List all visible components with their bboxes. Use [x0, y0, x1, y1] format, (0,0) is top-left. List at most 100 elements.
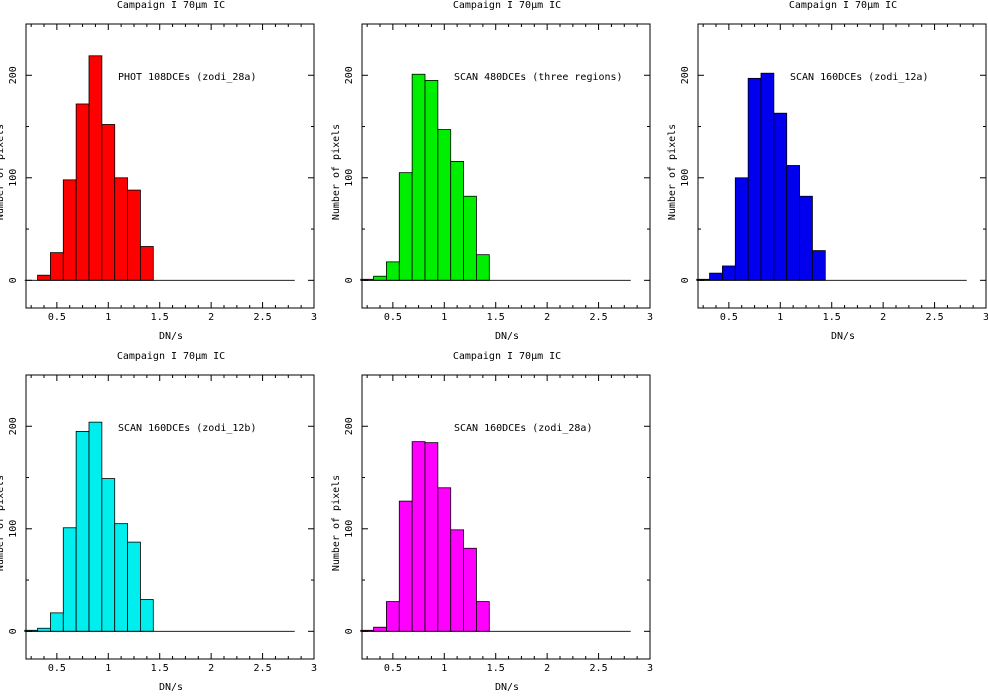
histogram-plot-3: Campaign I 70μm IC 0.5 1 1.5 2 2.5 3 0 100 200 DN/… — [667, 0, 988, 342]
plot-frame — [361, 23, 651, 309]
histogram-bar — [722, 265, 736, 281]
histogram-bar — [75, 103, 90, 281]
x-tick-label: 3 — [647, 663, 653, 674]
x-tick-label: 0.5 — [48, 312, 66, 323]
plot-frame — [361, 374, 651, 660]
histogram-bar — [773, 112, 788, 281]
y-tick-label: 100 — [8, 169, 19, 187]
histogram-bar — [88, 55, 103, 281]
x-tick-label: 3 — [311, 312, 317, 323]
y-tick-label: 200 — [344, 66, 355, 84]
x-tick-label: 3 — [983, 312, 988, 323]
histogram-bar — [127, 189, 141, 281]
chart-title: Campaign I 70μm IC — [117, 351, 225, 362]
histogram-plot-2: Campaign I 70μm IC 0.5 1 1.5 2 2.5 3 0 100 200 DN/… — [331, 0, 653, 342]
y-tick-label: 200 — [8, 417, 19, 435]
x-tick-label: 2.5 — [254, 663, 272, 674]
x-tick-label: 2 — [880, 312, 886, 323]
x-axis-label: DN/s — [831, 331, 855, 342]
histogram-bar — [437, 129, 452, 281]
x-tick-label: 1.5 — [487, 312, 505, 323]
histogram-bar — [62, 527, 77, 632]
x-axis-label: DN/s — [159, 331, 183, 342]
histogram-bar — [786, 165, 800, 281]
histogram-plot-1: Campaign I 70μm IC 0.5 1 1.5 2 2.5 3 0 100 200 DN/… — [0, 0, 317, 342]
x-tick-label: 2 — [208, 663, 214, 674]
chart-title: Campaign I 70μm IC — [453, 0, 561, 11]
histogram-bar — [747, 77, 762, 281]
chart-annotation: SCAN 160DCEs (zodi_12a) — [790, 72, 928, 83]
x-tick-label: 2.5 — [926, 312, 944, 323]
x-tick-label: 2 — [544, 312, 550, 323]
x-tick-label: 0.5 — [48, 663, 66, 674]
histogram-bar — [463, 195, 477, 281]
chart-annotation: SCAN 480DCEs (three regions) — [454, 72, 623, 83]
y-tick-label: 0 — [344, 277, 355, 283]
chart-title: Campaign I 70μm IC — [453, 351, 561, 362]
histogram-bar — [114, 177, 128, 281]
x-tick-label: 0.5 — [720, 312, 738, 323]
chart-annotation: SCAN 160DCEs (zodi_28a) — [454, 423, 592, 434]
histogram-bar — [463, 547, 477, 632]
x-tick-label: 1 — [441, 663, 447, 674]
y-axis-label: Number of pixels — [0, 475, 6, 571]
x-tick-label: 0.5 — [384, 312, 402, 323]
histogram-bar — [114, 523, 128, 632]
x-tick-label: 0.5 — [384, 663, 402, 674]
y-axis-label: Number of pixels — [667, 124, 678, 220]
y-tick-label: 200 — [8, 66, 19, 84]
histogram-bar — [398, 172, 413, 281]
y-tick-label: 100 — [344, 520, 355, 538]
histogram-bar — [62, 179, 77, 281]
histogram-panel-5: Campaign I 70μm IC 0.5 1 1.5 2 2.5 3 0 100 200 DN/… — [331, 351, 666, 697]
x-tick-label: 2.5 — [590, 312, 608, 323]
x-tick-label: 3 — [647, 312, 653, 323]
y-tick-label: 0 — [8, 277, 19, 283]
histogram-bar — [386, 601, 400, 632]
histogram-bar — [760, 72, 775, 281]
histogram-bar — [476, 254, 490, 281]
y-axis-label: Number of pixels — [331, 475, 342, 571]
x-tick-label: 1.5 — [487, 663, 505, 674]
y-tick-label: 100 — [8, 520, 19, 538]
histogram-bar — [398, 500, 413, 632]
x-tick-label: 2 — [208, 312, 214, 323]
histogram-bar — [734, 177, 749, 281]
x-tick-label: 1 — [441, 312, 447, 323]
y-axis-label: Number of pixels — [0, 124, 6, 220]
x-tick-label: 1.5 — [151, 663, 169, 674]
y-tick-label: 200 — [680, 66, 691, 84]
histogram-bar — [373, 275, 387, 281]
histogram-bar — [127, 541, 141, 632]
x-tick-label: 1 — [105, 312, 111, 323]
y-tick-label: 0 — [8, 628, 19, 634]
plot-frame — [25, 374, 315, 660]
y-tick-label: 200 — [344, 417, 355, 435]
histogram-panel-1: Campaign I 70μm IC 0.5 1 1.5 2 2.5 3 0 100 200 DN/… — [0, 0, 330, 346]
histogram-bar — [50, 252, 64, 281]
plot-frame — [25, 23, 315, 309]
y-tick-label: 100 — [680, 169, 691, 187]
x-axis-label: DN/s — [159, 682, 183, 693]
chart-title: Campaign I 70μm IC — [117, 0, 225, 11]
histogram-bar — [140, 246, 154, 281]
chart-annotation: PHOT 108DCEs (zodi_28a) — [118, 72, 256, 83]
y-axis-label: Number of pixels — [331, 124, 342, 220]
histogram-plot-5: Campaign I 70μm IC 0.5 1 1.5 2 2.5 3 0 100 200 DN/… — [331, 351, 653, 693]
histogram-bar — [37, 274, 51, 281]
x-tick-label: 2 — [544, 663, 550, 674]
histogram-bar — [37, 627, 51, 632]
plot-frame — [697, 23, 987, 309]
histogram-bar — [101, 124, 116, 281]
histogram-bar — [799, 195, 813, 281]
x-tick-label: 1.5 — [823, 312, 841, 323]
histogram-bar — [88, 421, 103, 632]
y-tick-label: 0 — [680, 277, 691, 283]
histogram-plot-4: Campaign I 70μm IC 0.5 1 1.5 2 2.5 3 0 100 200 DN/… — [0, 351, 317, 693]
histogram-bar — [437, 487, 452, 632]
chart-annotation: SCAN 160DCEs (zodi_12b) — [118, 423, 256, 434]
histogram-panel-3: Campaign I 70μm IC 0.5 1 1.5 2 2.5 3 0 100 200 DN/… — [667, 0, 988, 346]
histogram-bar — [75, 430, 90, 632]
histogram-bar — [411, 441, 426, 632]
